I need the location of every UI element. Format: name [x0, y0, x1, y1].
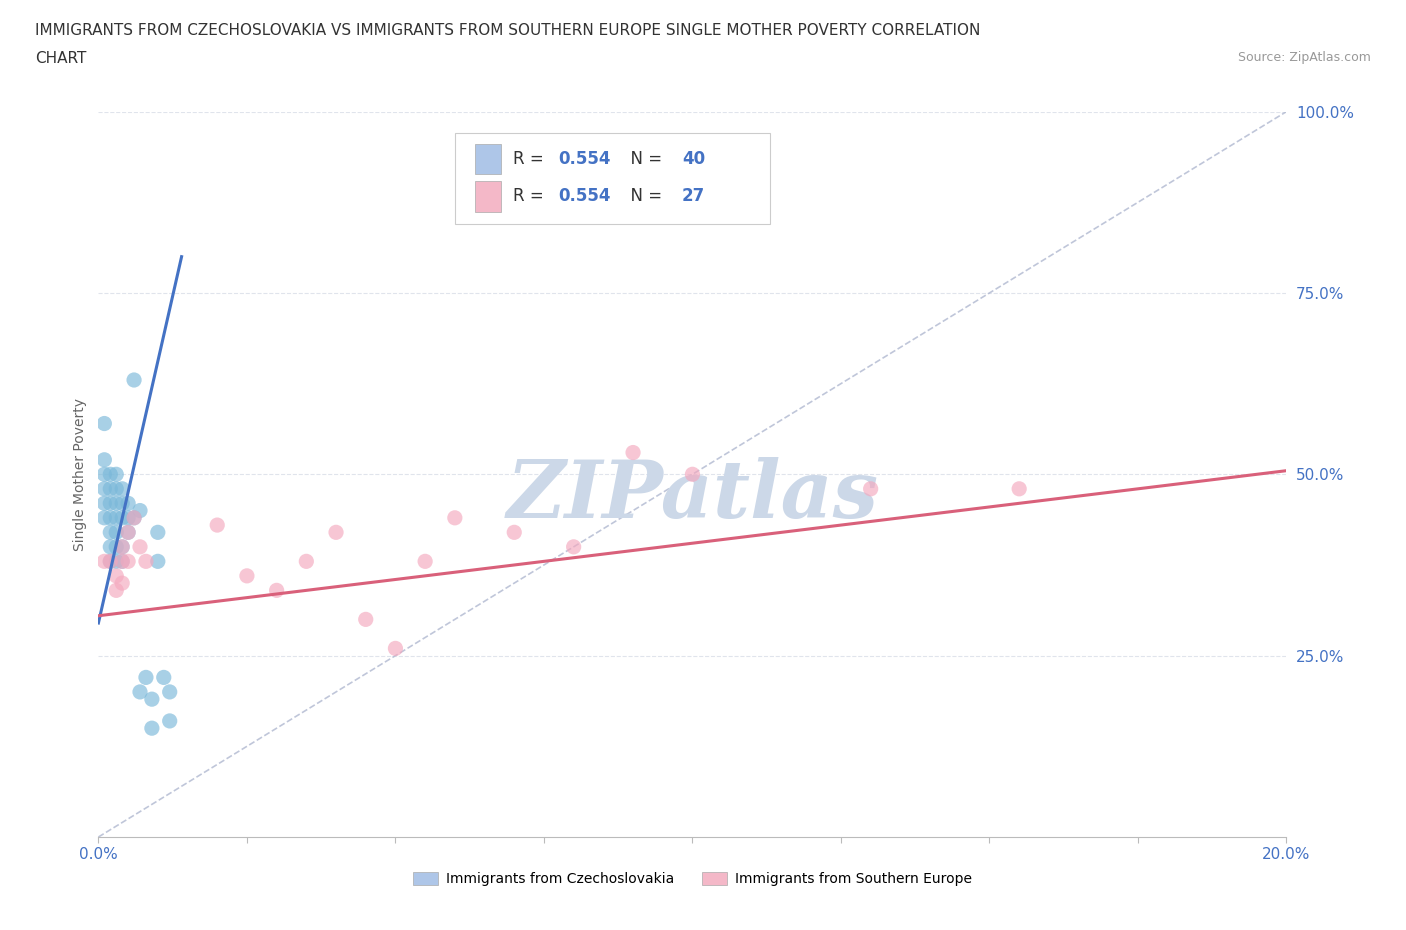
- Point: [105, 539, 128, 554]
- Point: [111, 539, 134, 554]
- Point: [93, 511, 115, 525]
- Point: [266, 583, 288, 598]
- Text: ZIPatlas: ZIPatlas: [506, 458, 879, 535]
- Point: [105, 511, 128, 525]
- Point: [135, 670, 157, 684]
- Point: [146, 525, 169, 539]
- Text: N =: N =: [620, 188, 668, 206]
- Point: [443, 511, 465, 525]
- Point: [141, 721, 163, 736]
- Point: [152, 670, 174, 684]
- Point: [354, 612, 377, 627]
- Point: [105, 496, 128, 511]
- Point: [117, 525, 139, 539]
- Text: R =: R =: [513, 188, 550, 206]
- Point: [93, 482, 115, 497]
- Y-axis label: Single Mother Poverty: Single Mother Poverty: [73, 398, 87, 551]
- Point: [98, 554, 121, 569]
- Point: [159, 684, 181, 699]
- Text: Source: ZipAtlas.com: Source: ZipAtlas.com: [1237, 51, 1371, 64]
- Point: [105, 554, 128, 569]
- Point: [1008, 482, 1031, 497]
- Point: [325, 525, 347, 539]
- Point: [98, 525, 121, 539]
- Point: [111, 554, 134, 569]
- Point: [129, 503, 152, 518]
- Point: [93, 452, 115, 467]
- Point: [111, 554, 134, 569]
- Point: [93, 467, 115, 482]
- Point: [159, 713, 181, 728]
- Point: [105, 583, 128, 598]
- Text: 27: 27: [682, 188, 704, 206]
- Point: [105, 467, 128, 482]
- Point: [295, 554, 318, 569]
- Point: [117, 511, 139, 525]
- Point: [621, 445, 644, 460]
- Point: [129, 684, 152, 699]
- Point: [859, 482, 882, 497]
- Text: R =: R =: [513, 150, 550, 167]
- Point: [105, 568, 128, 583]
- Point: [122, 511, 145, 525]
- Point: [117, 525, 139, 539]
- FancyBboxPatch shape: [456, 133, 769, 224]
- Point: [98, 496, 121, 511]
- Point: [205, 518, 228, 533]
- Text: 40: 40: [682, 150, 704, 167]
- Point: [681, 467, 703, 482]
- Point: [413, 554, 436, 569]
- Point: [384, 641, 406, 656]
- Point: [93, 416, 115, 431]
- FancyBboxPatch shape: [475, 181, 501, 212]
- Point: [105, 525, 128, 539]
- Point: [93, 554, 115, 569]
- Text: CHART: CHART: [35, 51, 87, 66]
- Point: [93, 496, 115, 511]
- Text: IMMIGRANTS FROM CZECHOSLOVAKIA VS IMMIGRANTS FROM SOUTHERN EUROPE SINGLE MOTHER : IMMIGRANTS FROM CZECHOSLOVAKIA VS IMMIGR…: [35, 23, 980, 38]
- Text: 0.554: 0.554: [558, 150, 610, 167]
- Point: [98, 511, 121, 525]
- Point: [111, 511, 134, 525]
- FancyBboxPatch shape: [475, 143, 501, 174]
- Legend: Immigrants from Czechoslovakia, Immigrants from Southern Europe: Immigrants from Czechoslovakia, Immigran…: [408, 867, 977, 892]
- Point: [111, 482, 134, 497]
- Point: [562, 539, 585, 554]
- Point: [98, 554, 121, 569]
- Point: [236, 568, 259, 583]
- Point: [117, 496, 139, 511]
- Point: [122, 373, 145, 388]
- Point: [135, 554, 157, 569]
- Point: [129, 539, 152, 554]
- Point: [98, 482, 121, 497]
- Point: [98, 539, 121, 554]
- Text: N =: N =: [620, 150, 668, 167]
- Point: [111, 539, 134, 554]
- Point: [503, 525, 526, 539]
- Point: [105, 482, 128, 497]
- Point: [98, 467, 121, 482]
- Point: [146, 554, 169, 569]
- Point: [111, 576, 134, 591]
- Text: 0.554: 0.554: [558, 188, 610, 206]
- Point: [141, 692, 163, 707]
- Point: [117, 554, 139, 569]
- Point: [111, 496, 134, 511]
- Point: [122, 511, 145, 525]
